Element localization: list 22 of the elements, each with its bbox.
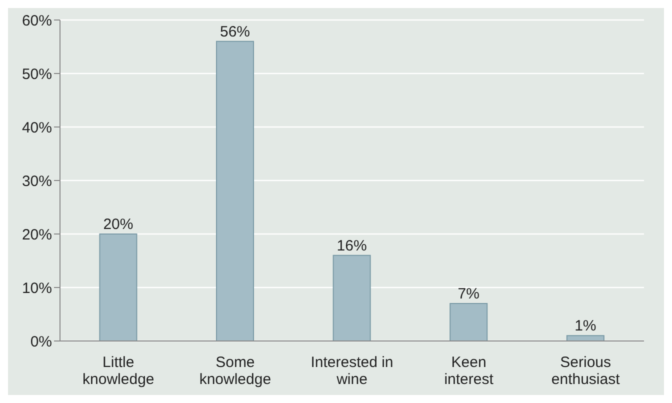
data-label: 20% [103,216,134,233]
x-tick-label: Keen interest [444,354,494,388]
y-tick-label: 0% [30,333,52,350]
data-label: 56% [220,23,250,40]
y-tick-label: 40% [22,119,52,136]
y-tick-label: 30% [22,172,52,190]
y-tick-label: 50% [22,66,52,83]
y-tick-label: 10% [22,280,52,297]
data-label: 1% [574,318,596,335]
bar [450,303,488,341]
x-tick-label: Interested in wine [310,354,394,388]
bar [332,254,371,341]
bar [99,234,138,341]
y-tick-label: 20% [22,226,52,244]
y-tick-label: 60% [22,12,52,30]
bar [216,40,254,341]
data-label: 7% [458,286,480,303]
bar [566,335,604,341]
data-label: 16% [336,237,367,254]
x-tick-label: Some knowledge [199,354,272,388]
x-tick-label: Serious enthusiast [551,354,621,388]
x-tick-label: Little knowledge [82,354,154,388]
